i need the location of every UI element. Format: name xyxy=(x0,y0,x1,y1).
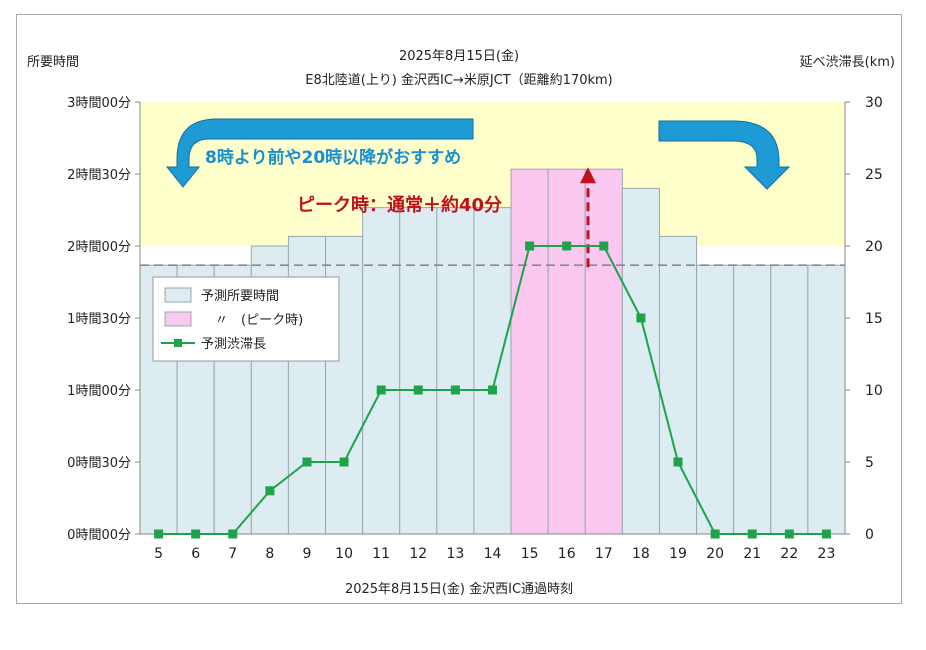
peak-bar-15 xyxy=(510,168,549,535)
congestion-point-20 xyxy=(710,529,720,539)
x-tick-label-23: 23 xyxy=(818,546,836,562)
legend-layer: 予測所要時間〃 (ピーク時) 予測渋滞長 xyxy=(152,276,340,362)
congestion-point-12 xyxy=(413,385,423,395)
congestion-point-6 xyxy=(191,529,201,539)
x-tick-label-19: 19 xyxy=(669,546,687,562)
peak-bar-17 xyxy=(584,168,623,535)
x-tick-label-10: 10 xyxy=(335,546,353,562)
congestion-point-9 xyxy=(302,457,312,467)
peak-arrow-head xyxy=(580,167,596,184)
peak-bar-16 xyxy=(547,168,586,535)
x-tick-label-16: 16 xyxy=(558,546,576,562)
line-series-layer xyxy=(154,241,831,539)
left-tick-label-4: 2時間00分 xyxy=(67,240,131,255)
right-tick-label-5: 25 xyxy=(865,167,883,183)
recommend-annotation: 8時より前や20時以降がおすすめ xyxy=(205,147,461,168)
congestion-point-19 xyxy=(673,457,683,467)
left-tick-label-1: 0時間30分 xyxy=(67,456,131,471)
left-tick-label-2: 1時間00分 xyxy=(67,384,131,399)
congestion-point-10 xyxy=(339,457,349,467)
right-tick-label-1: 5 xyxy=(865,455,874,471)
right-recommend-arrow xyxy=(658,120,791,190)
congestion-point-13 xyxy=(450,385,460,395)
congestion-point-5 xyxy=(154,529,164,539)
x-tick-label-13: 13 xyxy=(446,546,464,562)
congestion-point-15 xyxy=(525,241,535,251)
congestion-point-14 xyxy=(488,385,497,395)
legend-swatch-peak xyxy=(164,311,192,327)
x-tick-label-17: 17 xyxy=(595,546,613,562)
congestion-point-17 xyxy=(599,241,609,251)
congestion-point-23 xyxy=(821,529,831,539)
x-tick-label-12: 12 xyxy=(409,546,427,562)
x-tick-label-22: 22 xyxy=(780,546,798,562)
x-tick-label-14: 14 xyxy=(484,546,502,562)
congestion-point-7 xyxy=(228,529,238,539)
congestion-point-18 xyxy=(636,313,646,323)
chart-frame: 0時間00分 0時間30分 1時間00分 1時間30分 2時間00分 2時間30分 3時間0… xyxy=(16,14,902,604)
congestion-point-16 xyxy=(562,241,572,251)
travel-time-bar-21 xyxy=(733,264,772,535)
x-tick-label-9: 9 xyxy=(303,546,312,562)
travel-time-bar-18 xyxy=(621,187,660,535)
left-axis-title: 所要時間 xyxy=(27,55,80,70)
left-tick-label-0: 0時間00分 xyxy=(67,528,131,543)
peak-annotation: ピーク時：通常＋約40分 xyxy=(297,194,502,216)
left-recommend-arrow xyxy=(165,118,474,188)
x-axis-title: 2025年8月15日(金) 金沢西IC通過時刻 xyxy=(344,582,574,597)
x-tick-label-18: 18 xyxy=(632,546,650,562)
travel-time-bar-14 xyxy=(473,207,512,535)
legend-marker-congestion xyxy=(174,339,182,347)
right-axis-title: 延べ渋滞長(km) xyxy=(799,55,895,70)
legend-label-travel-time: 予測所要時間 xyxy=(201,289,279,304)
travel-time-bar-13 xyxy=(436,207,475,535)
left-tick-label-5: 2時間30分 xyxy=(67,168,131,183)
right-tick-label-6: 30 xyxy=(865,95,883,111)
left-tick-label-6: 3時間00分 xyxy=(67,96,131,111)
legend-label-congestion: 予測渋滞長 xyxy=(201,337,266,352)
travel-time-bar-12 xyxy=(399,207,438,535)
x-tick-label-11: 11 xyxy=(372,546,390,562)
right-tick-label-2: 10 xyxy=(865,383,883,399)
right-tick-label-3: 15 xyxy=(865,311,883,327)
congestion-point-8 xyxy=(265,486,275,496)
congestion-point-11 xyxy=(376,385,386,395)
x-tick-label-21: 21 xyxy=(743,546,761,562)
travel-time-bar-20 xyxy=(696,264,735,535)
legend-label-peak: 〃 (ピーク時) xyxy=(215,313,303,328)
travel-time-bar-23 xyxy=(807,264,846,535)
x-tick-label-15: 15 xyxy=(521,546,539,562)
congestion-point-21 xyxy=(747,529,757,539)
x-tick-label-7: 7 xyxy=(228,546,237,562)
x-tick-label-8: 8 xyxy=(265,546,274,562)
chart-subtitle: E8北陸道(上り) 金沢西IC→米原JCT（距離約170km) xyxy=(305,73,613,88)
right-tick-label-4: 20 xyxy=(865,239,883,255)
left-tick-label-3: 1時間30分 xyxy=(67,312,131,327)
right-tick-label-0: 0 xyxy=(865,527,874,543)
legend-swatch-travel-time xyxy=(164,287,192,303)
x-tick-label-5: 5 xyxy=(154,546,163,562)
congestion-point-22 xyxy=(784,529,794,539)
x-tick-label-6: 6 xyxy=(191,546,200,562)
chart-svg: 0時間00分 0時間30分 1時間00分 1時間30分 2時間00分 2時間30分 3時間0… xyxy=(67,95,883,562)
travel-time-bar-22 xyxy=(770,264,809,535)
chart-title: 2025年8月15日(金) xyxy=(398,49,520,64)
x-tick-label-20: 20 xyxy=(706,546,724,562)
travel-time-bar-11 xyxy=(362,207,401,535)
